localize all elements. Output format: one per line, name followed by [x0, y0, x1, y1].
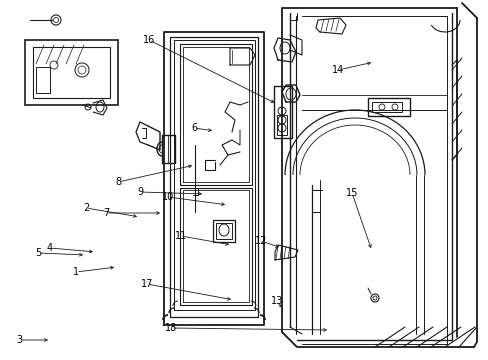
Text: 6: 6	[190, 123, 197, 133]
Bar	[33, 47, 110, 98]
Text: 5: 5	[35, 248, 41, 258]
Text: 11: 11	[175, 231, 187, 241]
Bar	[213, 220, 235, 242]
Bar	[367, 98, 409, 116]
Text: 10: 10	[162, 192, 174, 202]
Text: 1: 1	[73, 267, 79, 277]
Text: 16: 16	[142, 35, 155, 45]
Bar	[276, 115, 286, 135]
Text: 17: 17	[141, 279, 153, 289]
Text: 13: 13	[270, 296, 283, 306]
Bar	[216, 223, 231, 239]
Text: 7: 7	[102, 208, 109, 218]
Text: 2: 2	[82, 203, 89, 213]
Text: 18: 18	[164, 323, 177, 333]
Text: 4: 4	[47, 243, 53, 253]
Text: 14: 14	[331, 65, 344, 75]
Text: 3: 3	[16, 335, 22, 345]
Bar	[371, 102, 401, 112]
Text: 9: 9	[137, 187, 143, 197]
Bar	[273, 86, 291, 138]
Bar	[36, 67, 50, 93]
Text: 8: 8	[115, 177, 121, 187]
Text: 12: 12	[254, 236, 266, 246]
Bar	[25, 40, 118, 105]
Text: 15: 15	[345, 188, 357, 198]
